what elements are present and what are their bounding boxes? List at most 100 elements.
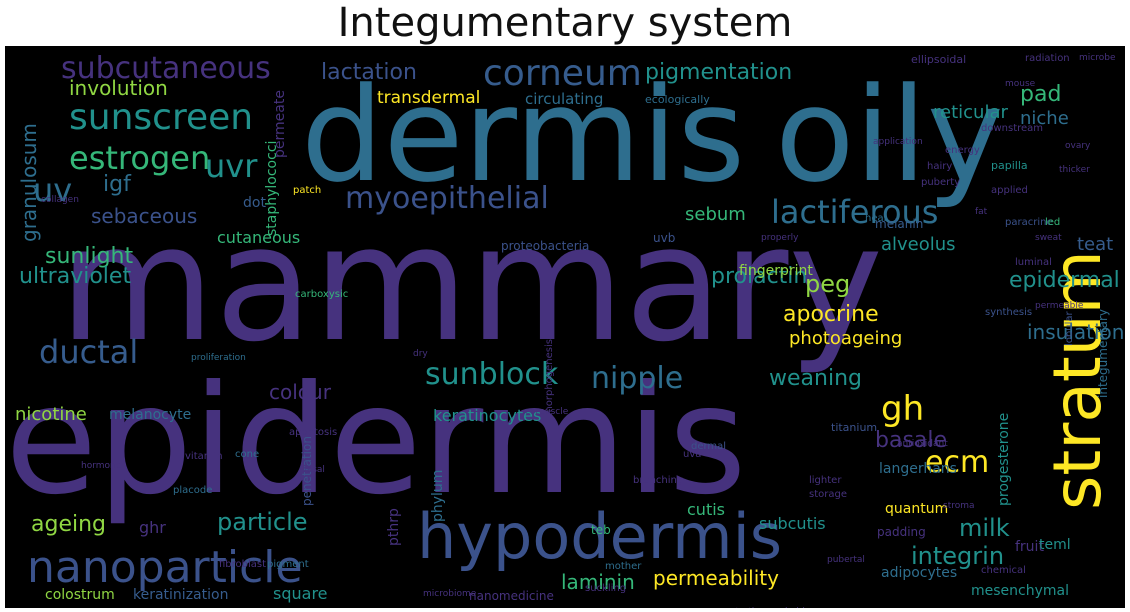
word-placode: placode bbox=[173, 485, 213, 496]
word-morphogenesis: morphogenesis bbox=[544, 339, 555, 416]
word-pad: pad bbox=[1020, 82, 1062, 107]
word-thicker: thicker bbox=[1059, 165, 1090, 175]
word-ghr: ghr bbox=[139, 518, 166, 537]
word-keratinocytes: keratinocytes bbox=[433, 406, 542, 425]
word-dot: dot bbox=[243, 195, 266, 211]
word-ecm: ecm bbox=[925, 445, 990, 480]
word-energy: energy bbox=[945, 145, 980, 156]
word-transdermal: transdermal bbox=[377, 88, 481, 108]
word-subcutis: subcutis bbox=[759, 514, 826, 533]
word-storage: storage bbox=[809, 489, 847, 500]
word-mammary: mammary bbox=[59, 190, 884, 377]
word-proteobacteria: proteobacteria bbox=[501, 239, 590, 253]
word-integrin: integrin bbox=[911, 542, 1005, 570]
word-radiation: radiation bbox=[1025, 53, 1070, 64]
word-led: led bbox=[1045, 217, 1061, 228]
word-application: application bbox=[873, 137, 923, 147]
word-melanin: melanin bbox=[875, 217, 924, 231]
word-oily: oily bbox=[775, 59, 1004, 211]
word-mesenchymal: mesenchymal bbox=[971, 583, 1069, 599]
word-gh: gh bbox=[881, 389, 925, 429]
word-colostrum: colostrum bbox=[45, 587, 115, 603]
word-basal: basal bbox=[301, 465, 325, 475]
word-pubertal: pubertal bbox=[827, 555, 865, 565]
word-keratinization: keratinization bbox=[133, 587, 229, 603]
word-suckling: suckling bbox=[585, 583, 627, 594]
word-padding: padding bbox=[877, 525, 926, 539]
word-fruit: fruit bbox=[1015, 539, 1044, 555]
word-hormone: hormone bbox=[81, 461, 122, 471]
word-melanocyte: melanocyte bbox=[109, 407, 192, 423]
word-estrogen: estrogen bbox=[69, 139, 211, 177]
word-carboxysic: carboxysic bbox=[295, 289, 349, 300]
word-stroma: stroma bbox=[943, 501, 975, 511]
word-cloud: mammary dermis oily epidermis hypodermis… bbox=[5, 46, 1125, 608]
word-prolactin: prolactin bbox=[711, 264, 808, 289]
word-alveolus: alveolus bbox=[881, 234, 956, 255]
word-quantum: quantum bbox=[885, 501, 949, 517]
word-adipocytes: adipocytes bbox=[881, 565, 958, 581]
word-collagen: collagen bbox=[41, 195, 79, 205]
word-titanium: titanium bbox=[831, 421, 878, 434]
word-permeability: permeability bbox=[653, 566, 779, 590]
word-permeable: permeable bbox=[1035, 301, 1084, 311]
word-lighter: lighter bbox=[809, 475, 842, 486]
word-ellipsoidal: ellipsoidal bbox=[911, 53, 967, 66]
word-sebum: sebum bbox=[685, 204, 746, 225]
word-pigmentation: pigmentation bbox=[645, 60, 793, 85]
word-mouse: mouse bbox=[1005, 79, 1036, 89]
word-nipple: nipple bbox=[591, 361, 684, 396]
word-patch: patch bbox=[293, 185, 322, 196]
word-granulosum: granulosum bbox=[17, 123, 41, 242]
word-sunscreen: sunscreen bbox=[69, 97, 254, 138]
word-mother: mother bbox=[605, 561, 642, 572]
word-teat: teat bbox=[1077, 234, 1114, 255]
word-corneum: corneum bbox=[483, 53, 642, 94]
word-igf: igf bbox=[103, 172, 131, 197]
word-epidermis: epidermis bbox=[5, 354, 747, 528]
word-fingerprint: fingerprint bbox=[739, 263, 813, 279]
word-uv: uv bbox=[33, 171, 73, 209]
word-cutis: cutis bbox=[687, 500, 725, 519]
word-integumentary: integumentary bbox=[1096, 308, 1110, 398]
word-teb: teb bbox=[591, 523, 611, 537]
word-cutaneous: cutaneous bbox=[217, 228, 301, 247]
word-lobular: lobular bbox=[1064, 311, 1075, 346]
word-dermis: dermis bbox=[301, 59, 746, 211]
word-applied: applied bbox=[991, 185, 1028, 196]
word-involution: involution bbox=[69, 76, 168, 100]
word-ultraviolet: ultraviolet bbox=[19, 264, 132, 289]
word-nanomedicine: nanomedicine bbox=[469, 589, 554, 603]
word-phylum: phylum bbox=[430, 469, 446, 522]
word-epidermal: epidermal bbox=[1009, 268, 1120, 293]
word-dry: dry bbox=[413, 349, 428, 359]
word-colour: colour bbox=[269, 380, 331, 404]
word-microbiome: microbiome bbox=[423, 589, 477, 599]
word-basale: basale bbox=[875, 428, 948, 453]
word-microbe: microbe bbox=[1079, 53, 1116, 63]
word-corpuscle: corpuscle bbox=[525, 407, 569, 417]
word-sebaceous: sebaceous bbox=[91, 204, 198, 228]
word-hypodermis: hypodermis bbox=[417, 500, 783, 573]
word-ecologically: ecologically bbox=[645, 93, 710, 106]
word-myoepithelial: myoepithelial bbox=[345, 181, 549, 216]
word-apocrine: apocrine bbox=[783, 302, 879, 327]
word-proliferation: proliferation bbox=[191, 353, 246, 363]
word-paracrine: paracrine bbox=[1005, 217, 1053, 228]
word-branching: branching bbox=[633, 475, 684, 486]
word-sunblock: sunblock bbox=[425, 357, 559, 392]
word-sunlight: sunlight bbox=[45, 244, 134, 269]
word-synthesis: synthesis bbox=[985, 307, 1033, 318]
word-pigment: pigment bbox=[267, 559, 309, 570]
word-permeate: permeate bbox=[272, 90, 288, 158]
word-luminal: luminal bbox=[1015, 257, 1052, 268]
word-fibroblast: fibroblast bbox=[219, 559, 267, 570]
word-ductal: ductal bbox=[39, 333, 139, 371]
word-langerhans: langerhans bbox=[879, 461, 957, 477]
word-vitamin: vitamin bbox=[185, 451, 223, 462]
word-sweat: sweat bbox=[1035, 233, 1062, 243]
word-laminin: laminin bbox=[561, 570, 635, 594]
word-insulation: insulation bbox=[1027, 320, 1125, 344]
word-uvr: uvr bbox=[205, 147, 258, 185]
word-reticular: reticular bbox=[933, 102, 1008, 123]
